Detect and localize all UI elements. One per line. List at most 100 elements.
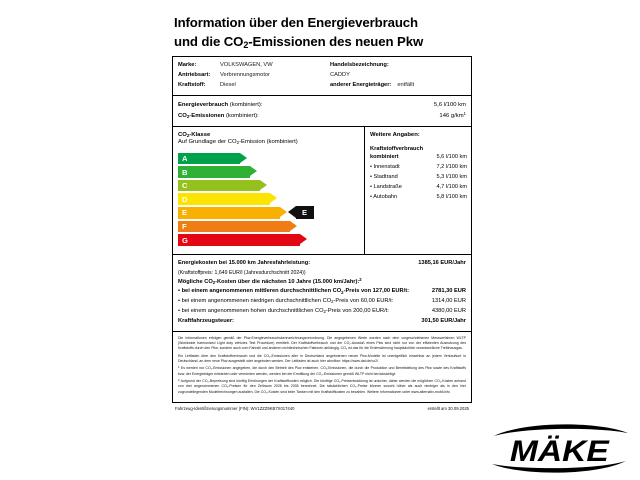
- efficiency-bar-row: A: [178, 152, 359, 166]
- legal-paragraph-3: 1 Es werden nur CO₂-Emissionen angegeben…: [178, 364, 466, 376]
- creation-date: erstellt am 30.09.2025: [427, 406, 469, 412]
- efficiency-bar-letter: F: [182, 221, 187, 231]
- co2-subscript: 2: [331, 299, 334, 305]
- fuel-consumption-title: Kraftstoffverbrauch: [370, 145, 424, 152]
- co2-subscript: 2: [341, 289, 344, 295]
- row-marke: Marke: VOLKSWAGEN, VW: [178, 61, 330, 71]
- efficiency-bar-row: C: [178, 179, 359, 193]
- fuel-price-note: (Kraftstoffpreis: 1,649 EUR/l (Jahresdur…: [178, 269, 306, 276]
- row-kraftfahrzeugsteuer: Kraftfahrzeugsteuer: 301,50 EUR/Jahr: [178, 317, 466, 327]
- co2-cost-row: • bei einem angenommenen hohen durchschn…: [178, 307, 466, 317]
- row-energiekosten: Energiekosten bei 15.000 km Jahresfahrle…: [178, 259, 466, 269]
- legal-paragraph-4: 2 Aufgrund der CO₂-Bepreisung sind künft…: [178, 377, 466, 394]
- energieverbrauch-label: Energieverbrauch (kombiniert):: [178, 101, 263, 108]
- energiekosten-label: Energiekosten bei 15.000 km Jahresfahrle…: [178, 259, 311, 266]
- co2-emissionen-value: 146 g/km1: [439, 110, 466, 119]
- fuel-row-value: 5,6 l/100 km: [436, 153, 467, 160]
- co2-cost-row: • bei einem angenommenen mittleren durch…: [178, 287, 466, 297]
- co2-subscript: 2: [236, 140, 240, 146]
- fuel-row-label: • Autobahn: [370, 194, 398, 201]
- fuel-consumption-row: • Landstraße 4,7 l/100 km: [370, 182, 467, 192]
- co2-class-title: CO2-Klasse: [178, 131, 211, 139]
- efficiency-bar-row: E: [178, 206, 359, 220]
- footnote-marker: 1: [178, 364, 180, 369]
- page-title-line1: Information über den Energieverbrauch: [174, 15, 418, 30]
- marke-value: VOLKSWAGEN, VW: [220, 62, 273, 69]
- efficiency-bar-b: B: [178, 166, 257, 178]
- efficiency-bar-c: C: [178, 179, 267, 192]
- co2-class-scale-panel: CO2-Klasse Auf Grundlage der CO2-Emissio…: [173, 126, 365, 254]
- kraftfahrzeugsteuer-label: Kraftfahrzeugsteuer:: [178, 317, 234, 324]
- fuel-row-label: • Innenstadt: [370, 163, 400, 170]
- co2-cost-row: • bei einem angenommenen niedrigen durch…: [178, 297, 466, 307]
- dealer-logo: MÄKE: [486, 420, 634, 476]
- legal-paragraph-2: Ein Leitfaden über den Kraftstoffverbrau…: [178, 353, 466, 363]
- vehicle-identity-block: Marke: VOLKSWAGEN, VW Antriebsart: Verbr…: [172, 56, 472, 96]
- fuel-row-value: 7,2 l/100 km: [436, 163, 467, 170]
- fuel-row-label: kombiniert: [370, 153, 399, 160]
- fuel-row-label: • Stadtrand: [370, 174, 398, 181]
- footnote-marker: 2: [359, 276, 362, 282]
- co2-cost-row-label: • bei einem angenommenen mittleren durch…: [178, 288, 409, 295]
- energy-label-sheet: Information über den Energieverbrauch un…: [172, 14, 472, 411]
- efficiency-bar-letter: D: [182, 194, 188, 204]
- efficiency-bar-row: D: [178, 192, 359, 206]
- further-info-panel: Weitere Angaben: Kraftstoffverbrauch kom…: [365, 127, 471, 254]
- co2-subscript: 2: [243, 39, 249, 50]
- efficiency-bar-letter: E: [182, 208, 188, 218]
- co2-cost-rows: • bei einem angenommenen mittleren durch…: [178, 287, 466, 316]
- row-energieverbrauch: Energieverbrauch (kombiniert): 5,6 l/100…: [178, 100, 466, 111]
- efficiency-bar-letter: A: [182, 154, 188, 163]
- energiekosten-value: 1385,16 EUR/Jahr: [418, 259, 466, 266]
- fuel-row-value: 5,3 l/100 km: [436, 174, 467, 181]
- co2-subscript: 2: [212, 279, 216, 285]
- antriebsart-value: Verbrennungsmotor: [220, 72, 270, 79]
- further-info-heading: Weitere Angaben:: [370, 131, 420, 138]
- co2-class-subtitle: Auf Grundlage der CO2-Emission (kombinie…: [178, 138, 298, 146]
- co2-subscript: 2: [186, 133, 190, 139]
- anderer-energietraeger-value: entfällt: [397, 82, 415, 89]
- fuel-consumption-rows: kombiniert 5,6 l/100 km • Innenstadt 7,2 l/…: [370, 152, 467, 203]
- co2-subscript: 2: [323, 309, 326, 315]
- footnote-marker: 2: [178, 377, 180, 382]
- handelsbezeichnung-value: CADDY: [330, 72, 350, 79]
- co2-cost-row-value: 1314,00 EUR: [431, 298, 466, 305]
- row-antriebsart: Antriebsart: Verbrennungsmotor: [178, 71, 330, 81]
- maeke-logo-text: MÄKE: [510, 434, 611, 468]
- efficiency-bar-row: F: [178, 220, 359, 234]
- fuel-consumption-row: • Stadtrand 5,3 l/100 km: [370, 172, 467, 182]
- fuel-consumption-row: • Autobahn 5,8 l/100 km: [370, 192, 467, 202]
- legal-paragraph-1: Die Informationen erfolgen gemäß der Pkw…: [178, 335, 466, 350]
- row-co2-emissionen: CO2-Emissionen (kombiniert): 146 g/km1: [178, 111, 466, 122]
- row-handelsbezeichnung-value: CADDY: [330, 71, 466, 81]
- anderer-energietraeger-label: anderer Energieträger:: [330, 82, 392, 89]
- antriebsart-label: Antriebsart:: [178, 72, 211, 79]
- efficiency-bar-e: E: [178, 207, 287, 219]
- page-title: Information über den Energieverbrauch un…: [172, 14, 472, 51]
- row-anderer-energietraeger: anderer Energieträger: entfällt: [330, 81, 466, 91]
- kraftstoff-value: Diesel: [220, 82, 236, 89]
- marke-label: Marke:: [178, 62, 197, 69]
- row-kraftstoff: Kraftstoff: Diesel: [178, 81, 330, 91]
- fuel-row-value: 4,7 l/100 km: [436, 184, 467, 191]
- consumption-summary-block: Energieverbrauch (kombiniert): 5,6 l/100…: [172, 95, 472, 127]
- efficiency-bar-letter: B: [182, 167, 188, 177]
- co2-emissionen-label: CO2-Emissionen (kombiniert):: [178, 112, 259, 120]
- efficiency-bar-g: G: [178, 234, 307, 246]
- co2-subscript: 2: [186, 114, 190, 120]
- page-title-line2: und die CO2-Emissionen des neuen Pkw: [174, 33, 424, 50]
- co2-cost-row-value: 4380,00 EUR: [431, 307, 466, 314]
- efficiency-bar-row: G: [178, 233, 359, 247]
- fuel-consumption-row: kombiniert 5,6 l/100 km: [370, 152, 467, 162]
- fuel-row-label: • Landstraße: [370, 184, 402, 191]
- efficiency-bar-letter: G: [182, 235, 188, 245]
- vin-text: Fahrzeug-Identifizierungsnummer (FIN): W…: [175, 406, 295, 412]
- fuel-consumption-row: • Innenstadt 7,2 l/100 km: [370, 162, 467, 172]
- legal-fineprint-block: Die Informationen erfolgen gemäß der Pkw…: [172, 331, 472, 404]
- vehicle-identity-left: Marke: VOLKSWAGEN, VW Antriebsart: Verbr…: [178, 61, 330, 90]
- co2-costs-heading: Mögliche CO2-Kosten über die nächsten 10…: [178, 276, 362, 285]
- efficiency-bar-f: F: [178, 220, 297, 233]
- co2-cost-row-label: • bei einem angenommenen hohen durchschn…: [178, 307, 389, 315]
